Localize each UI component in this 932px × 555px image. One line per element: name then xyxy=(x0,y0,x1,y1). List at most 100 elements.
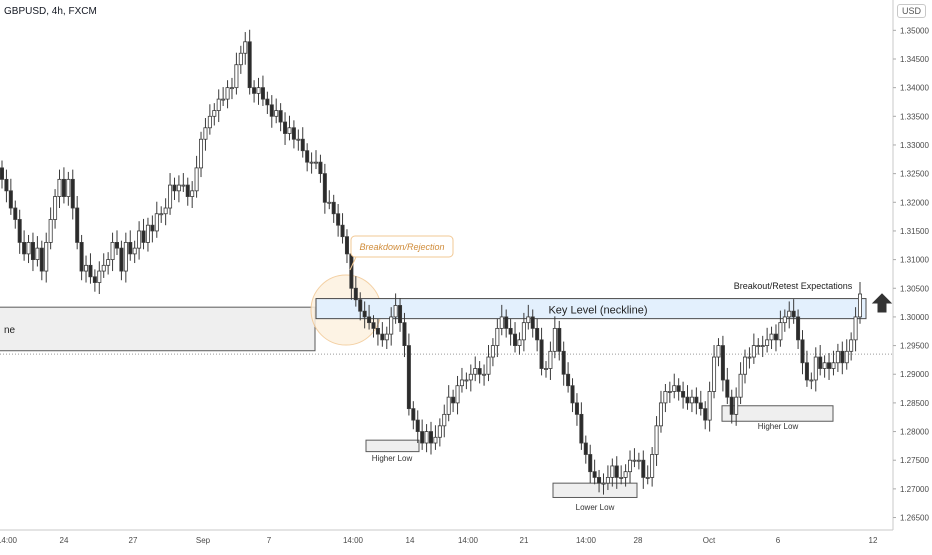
candle-body xyxy=(751,345,756,358)
candle-body xyxy=(849,339,854,352)
candle-body xyxy=(349,253,354,289)
candle-body xyxy=(601,482,606,485)
x-tick-label: 6 xyxy=(776,536,781,545)
candle-body xyxy=(535,327,540,341)
candle-body xyxy=(22,242,27,255)
candle-body xyxy=(353,287,358,301)
candle-body xyxy=(769,333,774,341)
candle-body xyxy=(530,316,535,329)
candle-body xyxy=(375,327,380,335)
candle-body xyxy=(526,316,531,324)
candle-body xyxy=(185,184,190,197)
candle-body xyxy=(331,201,336,215)
candle-body xyxy=(667,391,672,393)
candle-body xyxy=(513,333,518,346)
higher-low-label-2: Higher Low xyxy=(758,422,799,431)
candle-body xyxy=(110,242,115,261)
candle-body xyxy=(398,305,403,324)
support-box xyxy=(552,482,638,498)
candle-body xyxy=(579,413,584,444)
currency-button[interactable]: USD xyxy=(896,4,926,18)
candle-body xyxy=(287,127,292,134)
candle-body xyxy=(190,190,195,197)
candle-body xyxy=(477,368,482,375)
candle-body xyxy=(269,104,274,117)
candle-body xyxy=(712,356,717,392)
candle-body xyxy=(694,396,699,404)
candle-body xyxy=(243,41,248,54)
candle-body xyxy=(442,413,447,427)
candle-body xyxy=(145,224,150,243)
candle-body xyxy=(592,471,597,478)
candle-body xyxy=(583,442,588,455)
candle-body xyxy=(380,333,385,341)
candle-body xyxy=(336,213,341,226)
candle-body xyxy=(256,87,261,94)
candle-body xyxy=(743,356,748,375)
candle-body xyxy=(672,385,677,392)
candle-body xyxy=(628,459,633,473)
candle-body xyxy=(446,396,451,415)
candle-body xyxy=(309,161,314,164)
candle-body xyxy=(663,391,668,404)
candle-body xyxy=(300,138,305,152)
candle-body xyxy=(305,150,310,163)
candle-body xyxy=(84,264,89,272)
candle-body xyxy=(101,264,106,272)
candle-body xyxy=(221,98,226,101)
candle-body xyxy=(327,201,332,204)
candle-body xyxy=(760,345,765,347)
up-arrow-icon xyxy=(871,293,893,313)
x-tick-label: 27 xyxy=(129,536,138,545)
candle-body xyxy=(274,110,279,117)
y-tick-label: 1.31000 xyxy=(900,256,929,265)
candle-body xyxy=(835,350,840,364)
candle-body xyxy=(225,87,230,100)
candle-body xyxy=(521,322,526,341)
candle-body xyxy=(291,127,296,140)
candle-body xyxy=(804,362,809,381)
candle-body xyxy=(128,242,133,255)
candle-body xyxy=(402,322,407,346)
candle-body xyxy=(853,316,858,341)
candle-body xyxy=(296,138,301,141)
candle-body xyxy=(194,167,199,192)
candle-body xyxy=(137,230,142,249)
candle-body xyxy=(362,310,367,318)
candle-body xyxy=(322,173,327,203)
candle-body xyxy=(212,110,217,117)
candle-body xyxy=(482,373,487,376)
y-tick-label: 1.33500 xyxy=(900,112,929,121)
candle-body xyxy=(260,87,265,100)
callout-pointer xyxy=(349,256,357,271)
candle-body xyxy=(756,345,761,347)
candle-body xyxy=(773,333,778,341)
candle-body xyxy=(632,459,637,462)
candle-body xyxy=(39,247,44,272)
candle-body xyxy=(119,247,124,272)
y-tick-label: 1.29500 xyxy=(900,342,929,351)
left-zone-label: ne xyxy=(4,325,16,336)
candle-body xyxy=(459,379,464,387)
candle-body xyxy=(605,477,610,484)
candle-body xyxy=(30,242,35,261)
candle-body xyxy=(92,276,97,283)
candle-body xyxy=(641,459,646,478)
candle-body xyxy=(53,196,58,220)
candle-body xyxy=(831,362,836,369)
candle-body xyxy=(703,408,708,421)
breakdown-callout-box xyxy=(350,235,454,258)
candle-body xyxy=(716,345,721,358)
candle-body xyxy=(154,213,159,232)
candle-body xyxy=(464,379,469,382)
symbol-title: GBPUSD, 4h, FXCM xyxy=(4,6,97,17)
candle-body xyxy=(97,270,102,283)
candle-body xyxy=(570,385,575,404)
candle-body xyxy=(66,178,71,197)
candle-body xyxy=(70,178,75,209)
candle-body xyxy=(318,161,323,175)
candle-body xyxy=(207,115,212,129)
candle-body xyxy=(4,178,9,192)
